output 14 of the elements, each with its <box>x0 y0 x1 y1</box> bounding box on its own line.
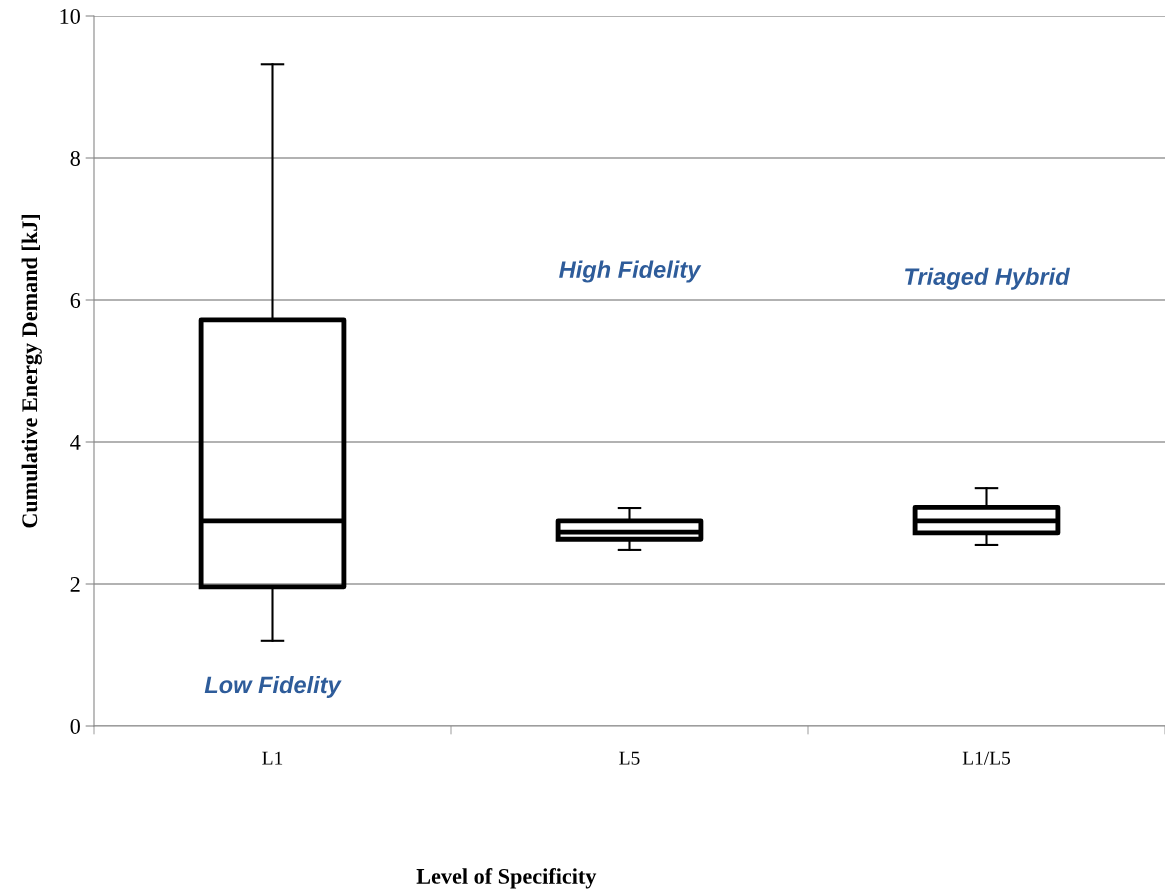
y-tick-label: 4 <box>70 435 81 450</box>
y-tick-label: 8 <box>70 150 80 166</box>
x-axis-title: Level of Specificity <box>416 868 597 889</box>
x-tick-label: L5 <box>619 751 640 765</box>
y-tick-label: 6 <box>70 292 81 308</box>
annotation: Low Fidelity <box>204 675 342 698</box>
x-tick-label: L1 <box>262 751 283 765</box>
x-tick-label: L1/L5 <box>962 751 1011 765</box>
annotation: High Fidelity <box>559 260 702 283</box>
annotation: Triaged Hybrid <box>905 267 1071 290</box>
y-tick-label: 10 <box>60 8 80 24</box>
y-tick-label: 0 <box>70 718 80 734</box>
y-axis-title: Cumulative Energy Demand [kJ] <box>21 214 42 528</box>
y-tick-label: 2 <box>70 576 80 592</box>
